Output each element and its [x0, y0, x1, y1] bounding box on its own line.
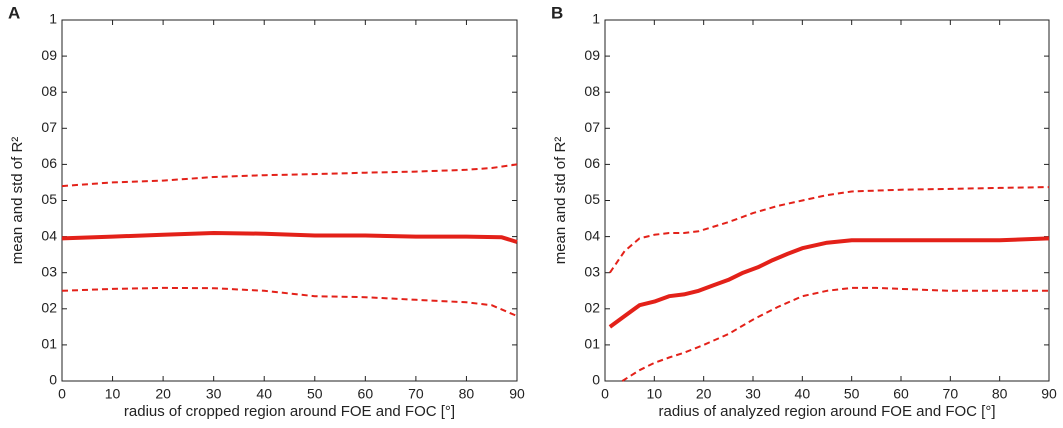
y-tick-label: 08: [584, 83, 600, 99]
y-tick-label: 02: [41, 300, 57, 316]
plot-frame: [604, 19, 1050, 382]
y-tick-label: 1: [592, 11, 600, 27]
y-tick-label: 0: [49, 372, 57, 388]
x-tick-label: 60: [358, 386, 374, 402]
y-axis-label: mean and std of R²: [552, 137, 569, 265]
plot-frame: [61, 19, 518, 382]
x-axis-label: radius of cropped region around FOE and …: [124, 403, 455, 420]
x-tick-label: 60: [893, 386, 909, 402]
y-tick-label: 08: [41, 83, 57, 99]
x-tick-label: 0: [601, 386, 609, 402]
x-axis-label: radius of analyzed region around FOE and…: [658, 403, 995, 420]
y-tick-label: 04: [584, 227, 600, 243]
y-tick-label: 06: [584, 155, 600, 171]
panel-label: B: [551, 3, 563, 22]
y-tick-label: 0: [592, 372, 600, 388]
x-tick-label: 30: [745, 386, 761, 402]
mean-line: [608, 236, 1050, 329]
y-tick-label: 07: [584, 119, 600, 135]
y-tick-label: 1: [49, 11, 57, 27]
y-tick-label: 06: [41, 155, 57, 171]
y-tick-label: 05: [584, 191, 600, 207]
x-tick-label: 0: [58, 386, 66, 402]
y-tick-label: 03: [41, 263, 57, 279]
mean-line: [61, 231, 518, 244]
y-tick-label: 02: [584, 300, 600, 316]
x-tick-label: 20: [696, 386, 712, 402]
std-line: [61, 286, 518, 317]
x-tick-label: 40: [256, 386, 272, 402]
std-line: [609, 186, 1050, 274]
x-tick-label: 40: [795, 386, 811, 402]
x-tick-label: 80: [459, 386, 475, 402]
x-tick-label: 90: [1041, 386, 1057, 402]
y-tick-label: 03: [584, 263, 600, 279]
x-tick-label: 30: [206, 386, 222, 402]
y-tick-label: 01: [584, 336, 600, 352]
y-tick-label: 05: [41, 191, 57, 207]
x-tick-label: 10: [647, 386, 663, 402]
y-tick-label: 07: [41, 119, 57, 135]
x-tick-label: 90: [509, 386, 525, 402]
y-tick-label: 01: [41, 336, 57, 352]
x-tick-label: 50: [307, 386, 323, 402]
y-tick-label: 04: [41, 227, 57, 243]
y-tick-label: 09: [41, 47, 57, 63]
x-tick-label: 10: [105, 386, 121, 402]
x-tick-label: 70: [408, 386, 424, 402]
x-tick-label: 20: [155, 386, 171, 402]
x-tick-label: 50: [844, 386, 860, 402]
y-axis-label: mean and std of R²: [9, 137, 26, 265]
panel-label: A: [8, 3, 20, 22]
x-tick-label: 70: [943, 386, 959, 402]
x-tick-label: 80: [992, 386, 1008, 402]
std-line: [61, 163, 518, 188]
std-line: [621, 286, 1049, 382]
y-tick-label: 09: [584, 47, 600, 63]
